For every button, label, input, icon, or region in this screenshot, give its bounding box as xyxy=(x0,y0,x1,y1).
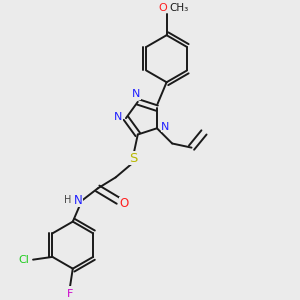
Text: Cl: Cl xyxy=(18,255,29,265)
Text: N: N xyxy=(132,89,141,99)
Text: F: F xyxy=(67,289,73,298)
Text: N: N xyxy=(161,122,170,132)
Text: N: N xyxy=(74,194,83,207)
Text: S: S xyxy=(129,152,138,164)
Text: O: O xyxy=(158,2,167,13)
Text: O: O xyxy=(119,197,129,210)
Text: CH₃: CH₃ xyxy=(169,2,189,13)
Text: H: H xyxy=(64,195,72,205)
Text: N: N xyxy=(114,112,122,122)
